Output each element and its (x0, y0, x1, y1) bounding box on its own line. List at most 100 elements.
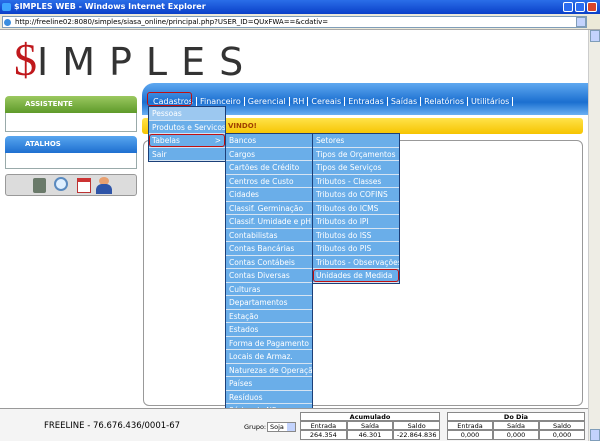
cadastros-menu: Pessoas Produtos e Servicos Tabelas > Sair (148, 106, 226, 162)
address-input[interactable]: http://freeline02:8080/simples/siasa_onl… (2, 16, 587, 28)
menu-item[interactable]: Classif. Germinação (226, 202, 312, 215)
assistant-box (5, 113, 137, 132)
menu-item[interactable]: Tipos de Serviços (313, 161, 399, 175)
menu-item[interactable]: Naturezas de Operação (226, 364, 312, 377)
menu-item[interactable]: Estação (226, 310, 312, 323)
toolbar (5, 174, 137, 196)
menu-item[interactable]: Contabilistas (226, 229, 312, 242)
logo-symbol: $ (14, 34, 37, 85)
menu-item[interactable]: Cereais (308, 96, 346, 106)
menu-item[interactable]: Estados (226, 323, 312, 337)
search-icon[interactable] (54, 177, 68, 191)
highlight (147, 92, 192, 106)
menu-item[interactable]: RH (290, 96, 309, 106)
value-cell: 0,000 (539, 430, 585, 440)
menu-item[interactable]: Sair (149, 148, 225, 161)
close-button[interactable] (587, 2, 597, 12)
highlight (149, 134, 225, 147)
menu-item[interactable]: Cargos (226, 148, 312, 161)
menu-item[interactable]: Tipos de Orçamentos (313, 148, 399, 161)
menu-item[interactable]: Produtos e Servicos (149, 121, 225, 134)
logo-text: IMPLES (37, 40, 258, 84)
assistant-label: ASSISTENTE (25, 100, 73, 108)
address-dropdown[interactable] (576, 17, 586, 27)
address-bar: http://freeline02:8080/simples/siasa_onl… (0, 14, 600, 30)
calculator-icon[interactable] (33, 178, 46, 193)
maximize-button[interactable] (575, 2, 585, 12)
menu-item[interactable]: Cidades (226, 188, 312, 202)
scroll-up[interactable] (590, 30, 600, 42)
column-header: Entrada (447, 421, 493, 430)
welcome-text: VINDO! (228, 122, 257, 130)
column-header: Saída (346, 421, 394, 430)
menu-item[interactable]: Tributos do ICMS (313, 202, 399, 215)
company-info: FREELINE - 76.676.436/0001-67 (44, 421, 181, 431)
menu-item[interactable]: Tributos do IPI (313, 215, 399, 229)
header-row: Entrada Saída Saldo (300, 421, 441, 430)
title-bar: $IMPLES WEB - Windows Internet Explorer (0, 0, 600, 14)
accumulated-table: Acumulado Entrada Saída Saldo 264.354 46.301-… (300, 412, 441, 440)
scroll-down[interactable] (590, 429, 600, 441)
menu-item[interactable]: Países (226, 377, 312, 391)
menu-item[interactable]: Relatórios (421, 96, 469, 106)
menu-item[interactable]: Contas Bancárias (226, 242, 312, 256)
menu-item[interactable]: Unidades de Medida (313, 269, 399, 283)
select-arrow[interactable] (287, 423, 295, 431)
menu-item[interactable]: Cartões de Crédito (226, 161, 312, 175)
address-text: http://freeline02:8080/simples/siasa_onl… (15, 18, 329, 26)
menu-item[interactable]: Culturas (226, 283, 312, 296)
menu-item[interactable]: Cadastros (150, 96, 197, 106)
tabelas-menu: Bancos Cargos Cartões de Crédito Centros de… (225, 133, 313, 419)
menu-item[interactable]: Setores (313, 134, 399, 148)
shortcuts-header[interactable]: ATALHOS (5, 136, 137, 153)
value-cell: 0,000 (493, 430, 539, 440)
menu-item[interactable]: Utilitários (468, 96, 514, 106)
user-icon-head[interactable] (99, 177, 109, 185)
value-cell: 264.354 (300, 430, 347, 440)
column-header: Saldo (539, 421, 585, 430)
group-value: Soja (270, 423, 284, 431)
menu-item[interactable]: Classif. Umidade e pH (226, 215, 312, 229)
app-icon (2, 3, 11, 11)
table-title: Acumulado (300, 412, 440, 421)
value-cell: -22.864.836 (393, 430, 441, 440)
highlight (313, 269, 399, 282)
menu-item[interactable]: Departamentos (226, 296, 312, 310)
welcome-bar: VINDO! (142, 118, 583, 134)
assistant-header[interactable]: ASSISTENTE (5, 96, 137, 113)
scrollbar[interactable] (588, 30, 600, 441)
menu-item[interactable]: Centros de Custo (226, 175, 312, 188)
menu-item[interactable]: Tributos do PIS (313, 242, 399, 256)
minimize-button[interactable] (563, 2, 573, 12)
menu-item[interactable]: Tributos - Observações (313, 256, 399, 269)
value-row: 0,000 0,000 0,000 (447, 430, 585, 440)
menu-item[interactable]: Resíduos (226, 391, 312, 404)
user-icon[interactable] (96, 184, 112, 194)
group-select[interactable]: Soja (267, 422, 296, 432)
menu-item[interactable]: Tabelas > (149, 134, 225, 148)
menu-item[interactable]: Pessoas (149, 107, 225, 121)
menu-item[interactable]: Tributos do ISS (313, 229, 399, 242)
menu-item[interactable]: Bancos (226, 134, 312, 148)
menu-item[interactable]: Financeiro (197, 96, 245, 106)
menu-item[interactable]: Gerencial (245, 96, 290, 106)
menu-item[interactable]: Forma de Pagamento (226, 337, 312, 350)
calendar-icon[interactable] (77, 178, 91, 193)
shortcuts-box (5, 153, 137, 169)
menu-item[interactable]: Saídas (388, 96, 422, 106)
menu-item[interactable]: Entradas (345, 96, 388, 106)
menu-item[interactable]: Tributos do COFINS (313, 188, 399, 202)
submenu-indicator: > (214, 136, 221, 145)
menu-item[interactable]: Contas Diversas (226, 269, 312, 283)
value-cell: 46.301 (346, 430, 394, 440)
header-row: Entrada Saída Saldo (447, 421, 585, 430)
footer: FREELINE - 76.676.436/0001-67 Grupo: Soj… (0, 408, 588, 441)
menu-item[interactable]: Locais de Armaz. (226, 350, 312, 364)
window-title: $IMPLES WEB - Windows Internet Explorer (14, 2, 206, 11)
menu-item[interactable]: Contas Contábeis (226, 256, 312, 269)
column-header: Entrada (300, 421, 347, 430)
page-icon (4, 19, 11, 26)
menu-item[interactable]: Tributos - Classes (313, 175, 399, 188)
group-label: Grupo: (244, 423, 267, 431)
